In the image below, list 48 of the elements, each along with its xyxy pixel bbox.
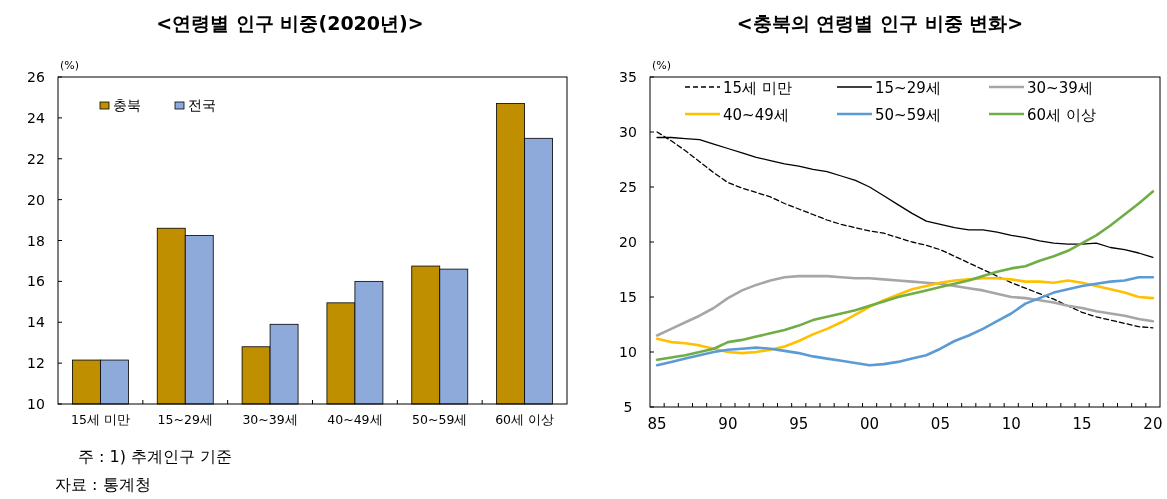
y-tick-label: 26: [27, 69, 45, 85]
x-tick-label: 10: [1001, 415, 1021, 433]
y-tick-label: 25: [619, 179, 637, 195]
x-tick-label: 40~49세: [327, 412, 383, 427]
y-tick-label: 30: [619, 124, 637, 140]
legend-label: 40~49세: [723, 106, 789, 124]
x-tick-label: 50~59세: [412, 412, 468, 427]
y-tick-label: 18: [27, 232, 45, 249]
text: 주 : 1) 추계인구 기준: [78, 447, 233, 466]
legend-label: 15~29세: [875, 79, 941, 97]
x-tick-label: 95: [789, 415, 809, 433]
y-tick-label: 20: [27, 191, 45, 208]
x-tick-label: 15세 미만: [70, 412, 130, 427]
x-tick-label: 15~29세: [157, 412, 213, 427]
legend-label: 60세 이상: [1027, 106, 1096, 124]
y-tick-label: 20: [619, 234, 637, 250]
y-tick-label: 10: [27, 396, 45, 412]
y-tick-label: 22: [27, 150, 45, 167]
legend-label: 15세 미만: [723, 79, 792, 97]
y-tick-label: 14: [27, 314, 45, 331]
chart-title: <충북의 연령별 인구 비중 변화>: [736, 12, 1024, 34]
y-tick-label: 15: [619, 289, 637, 305]
legend-label: 30~39세: [1027, 79, 1093, 97]
line-series: [655, 274, 1155, 337]
chart-title: <연령별 인구 비중(2020년)>: [156, 12, 424, 34]
x-tick-label: 90: [718, 415, 738, 433]
line-series: [655, 275, 1155, 367]
x-tick-label: 00: [860, 415, 880, 433]
legend-label: 전국: [188, 97, 216, 113]
line-series: [656, 131, 1154, 329]
y-tick-label: 16: [27, 273, 45, 290]
x-tick-label: 05: [930, 415, 950, 433]
x-tick-label: 85: [647, 415, 667, 433]
line-series: [655, 190, 1155, 361]
x-tick-label: 30~39세: [242, 412, 298, 427]
y-tick-label: 24: [27, 109, 45, 126]
text: 자료 : 통계청: [55, 475, 151, 494]
y-tick-label: 5: [623, 399, 633, 415]
x-tick-label: 60세 이상: [495, 412, 555, 427]
x-tick-label: 15: [1072, 415, 1092, 433]
y-tick-label: 35: [619, 69, 637, 85]
x-tick-label: 20: [1143, 415, 1163, 433]
legend-label: 충북: [113, 97, 141, 113]
y-tick-label: 12: [27, 355, 45, 372]
y-tick-label: 10: [619, 344, 637, 360]
y-axis-title: (%): [652, 59, 672, 72]
legend-label: 50~59세: [875, 106, 941, 124]
y-axis-title: (%): [60, 59, 80, 72]
